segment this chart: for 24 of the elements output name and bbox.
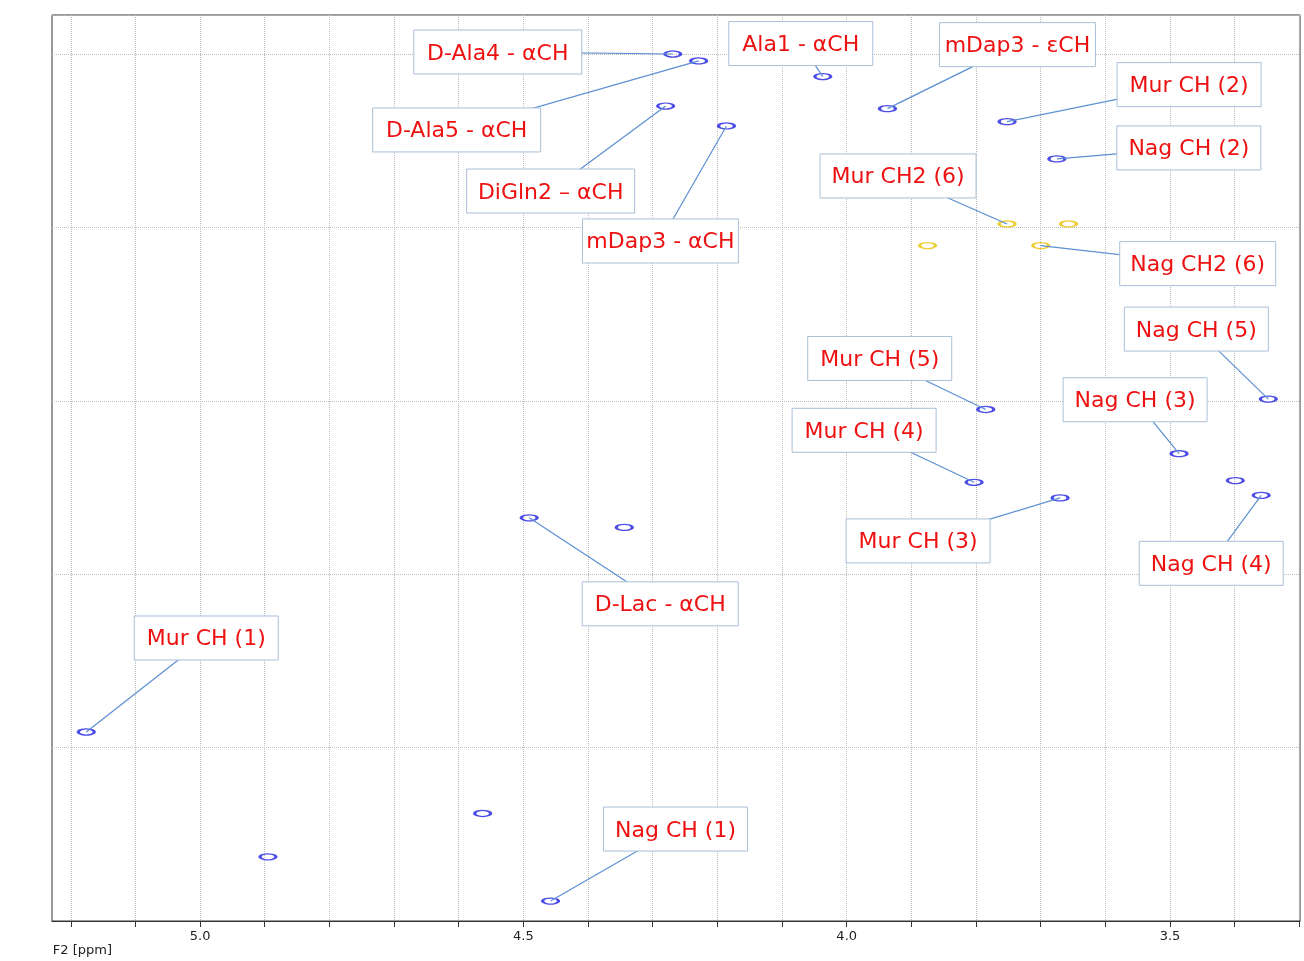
annotation: Mur CH2 (6)	[831, 163, 965, 189]
annotation: D-Ala4 - αCH	[427, 39, 569, 65]
x-tick-label: 3.5	[1159, 928, 1181, 943]
annotation: mDap3 - εCH	[944, 32, 1091, 58]
x-tick-label: 5.0	[189, 928, 211, 943]
x-tick-label: 4.5	[513, 928, 534, 943]
annotation: Mur CH (2)	[1129, 72, 1249, 98]
annotation: DiGln2 – αCH	[477, 178, 624, 204]
annotation: Mur CH (4)	[804, 417, 924, 443]
annotation: Nag CH2 (6)	[1130, 251, 1266, 277]
x-axis-title: F2 [ppm]	[52, 942, 112, 957]
annotation: Mur CH (3)	[858, 528, 978, 554]
x-tick-label: 4.0	[836, 928, 858, 943]
annotation: D-Lac - αCH	[594, 591, 726, 617]
annotation: Mur CH (5)	[820, 345, 940, 371]
annotation: Ala1 - αCH	[742, 31, 860, 57]
annotation: mDap3 - αCH	[586, 228, 735, 254]
annotation: Nag CH (5)	[1135, 316, 1257, 342]
annotation: Nag CH (4)	[1150, 550, 1272, 576]
annotation: D-Ala5 - αCH	[385, 117, 528, 143]
annotation: Nag CH (2)	[1128, 135, 1250, 161]
annotation: Nag CH (1)	[615, 816, 737, 842]
annotation: Mur CH (1)	[146, 625, 266, 651]
annotation: Nag CH (3)	[1074, 387, 1196, 413]
